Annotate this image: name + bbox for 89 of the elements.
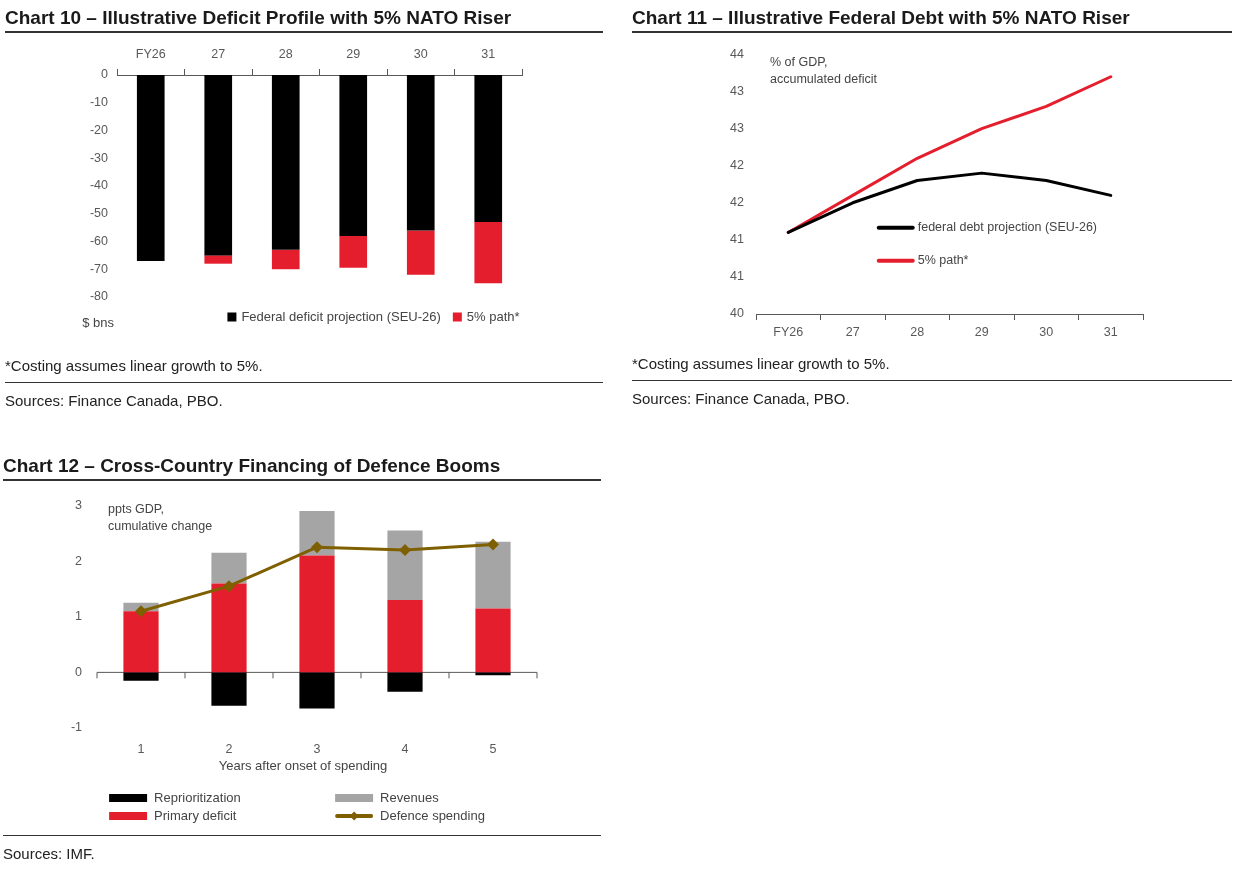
bar <box>339 75 368 236</box>
y-tick-label: 43 <box>730 121 745 136</box>
x-tick-label: 27 <box>845 324 860 339</box>
y-axis-title: % of GDP, accumulated deficit <box>770 54 878 86</box>
y-tick-label: -20 <box>89 122 109 137</box>
bar <box>211 552 247 584</box>
bar <box>211 672 247 706</box>
bar <box>475 541 511 609</box>
legend-label: Defence spending <box>380 807 485 823</box>
y-tick-label: 2 <box>75 553 83 568</box>
x-tick-label: FY26 <box>135 46 166 61</box>
point <box>223 580 235 593</box>
point <box>311 541 323 554</box>
y-tick-label: 42 <box>730 195 745 210</box>
x-tick-label: 30 <box>1039 324 1054 339</box>
bar <box>339 235 368 268</box>
x-tick-label: 29 <box>974 324 989 339</box>
bar <box>474 222 503 284</box>
bar <box>299 511 335 556</box>
source-note: Sources: Finance Canada, PBO. <box>5 382 603 411</box>
x-tick-label: 4 <box>401 741 409 756</box>
y-tick-label: 41 <box>730 269 745 284</box>
bar <box>136 75 165 261</box>
text: *Costing assumes linear growth to 5%. <box>5 356 264 376</box>
x-tick-label: 27 <box>211 46 226 61</box>
y-tick-label: -50 <box>89 206 109 221</box>
bar <box>204 75 233 256</box>
y-axis-title: ppts GDP, cumulative change <box>108 501 213 533</box>
x-tick-label: FY26 <box>773 324 804 339</box>
bar <box>387 530 423 601</box>
y-tick-label: 0 <box>75 664 83 679</box>
point <box>487 538 499 551</box>
bar <box>211 583 247 673</box>
x-tick-label: 31 <box>1103 324 1118 339</box>
y-tick-label: -60 <box>89 233 109 248</box>
source-note: Sources: Finance Canada, PBO. <box>632 380 1232 409</box>
y-tick-label: 43 <box>730 84 745 99</box>
chart-title: Chart 10 – Illustrative Deficit Profile with 5% NATO Riser <box>5 0 603 33</box>
x-tick-label: 2 <box>225 741 233 756</box>
y-tick-label: 44 <box>730 46 745 61</box>
y-tick-label: -30 <box>89 150 109 165</box>
bar <box>123 672 159 681</box>
source-note: Sources: IMF. <box>3 835 601 864</box>
bar <box>271 249 300 270</box>
x-tick-label: 31 <box>481 46 496 61</box>
bar <box>406 230 435 275</box>
y-tick-label: -10 <box>89 95 109 110</box>
point <box>135 605 147 618</box>
y-tick-label: 0 <box>101 67 109 82</box>
y-tick-label: 40 <box>730 306 745 321</box>
point <box>399 544 411 556</box>
bar <box>387 672 423 692</box>
chart-title: Chart 11 – Illustrative Federal Debt with 5% NATO Riser <box>632 0 1232 33</box>
y-tick-label: -80 <box>89 289 109 304</box>
y-axis-title: $ bns <box>82 314 115 330</box>
bar <box>475 672 511 676</box>
x-tick-label: 5 <box>489 741 497 756</box>
x-axis-title: Years after onset of spending <box>218 757 388 773</box>
chart-title: Chart 12 – Cross-Country Financing of Defence Booms <box>3 448 601 481</box>
x-tick-label: 1 <box>137 741 145 756</box>
legend-label: federal debt projection (SEU-26) <box>917 220 1098 235</box>
bar <box>299 672 335 709</box>
x-tick-label: 28 <box>910 324 925 339</box>
x-tick-label: 28 <box>278 46 293 61</box>
y-tick-label: 42 <box>730 158 745 173</box>
y-tick-label: -40 <box>89 178 109 193</box>
y-tick-label: -70 <box>89 261 109 276</box>
legend-label: Primary deficit <box>154 807 237 823</box>
bar <box>406 75 435 231</box>
bar <box>387 600 423 673</box>
y-tick-label: -1 <box>70 720 83 735</box>
legend-label: Federal deficit projection (SEU-26) <box>241 308 441 324</box>
x-tick-label: 30 <box>413 46 428 61</box>
bar <box>271 75 300 250</box>
legend-label: 5% path* <box>466 308 520 324</box>
legend-label: Revenues <box>380 789 440 805</box>
y-tick-label: 41 <box>730 232 745 247</box>
y-tick-label: 1 <box>75 609 83 624</box>
x-tick-label: 3 <box>313 741 321 756</box>
y-tick-label: 3 <box>75 497 83 512</box>
x-tick-label: 29 <box>346 46 361 61</box>
legend-label: Reprioritization <box>154 789 241 805</box>
bar <box>475 608 511 673</box>
bar <box>204 255 233 264</box>
bar <box>123 611 159 673</box>
legend-label: 5% path* <box>917 253 969 268</box>
text: *Costing assumes linear growth to 5%. <box>632 354 891 374</box>
bar <box>474 75 503 223</box>
bar <box>299 555 335 673</box>
